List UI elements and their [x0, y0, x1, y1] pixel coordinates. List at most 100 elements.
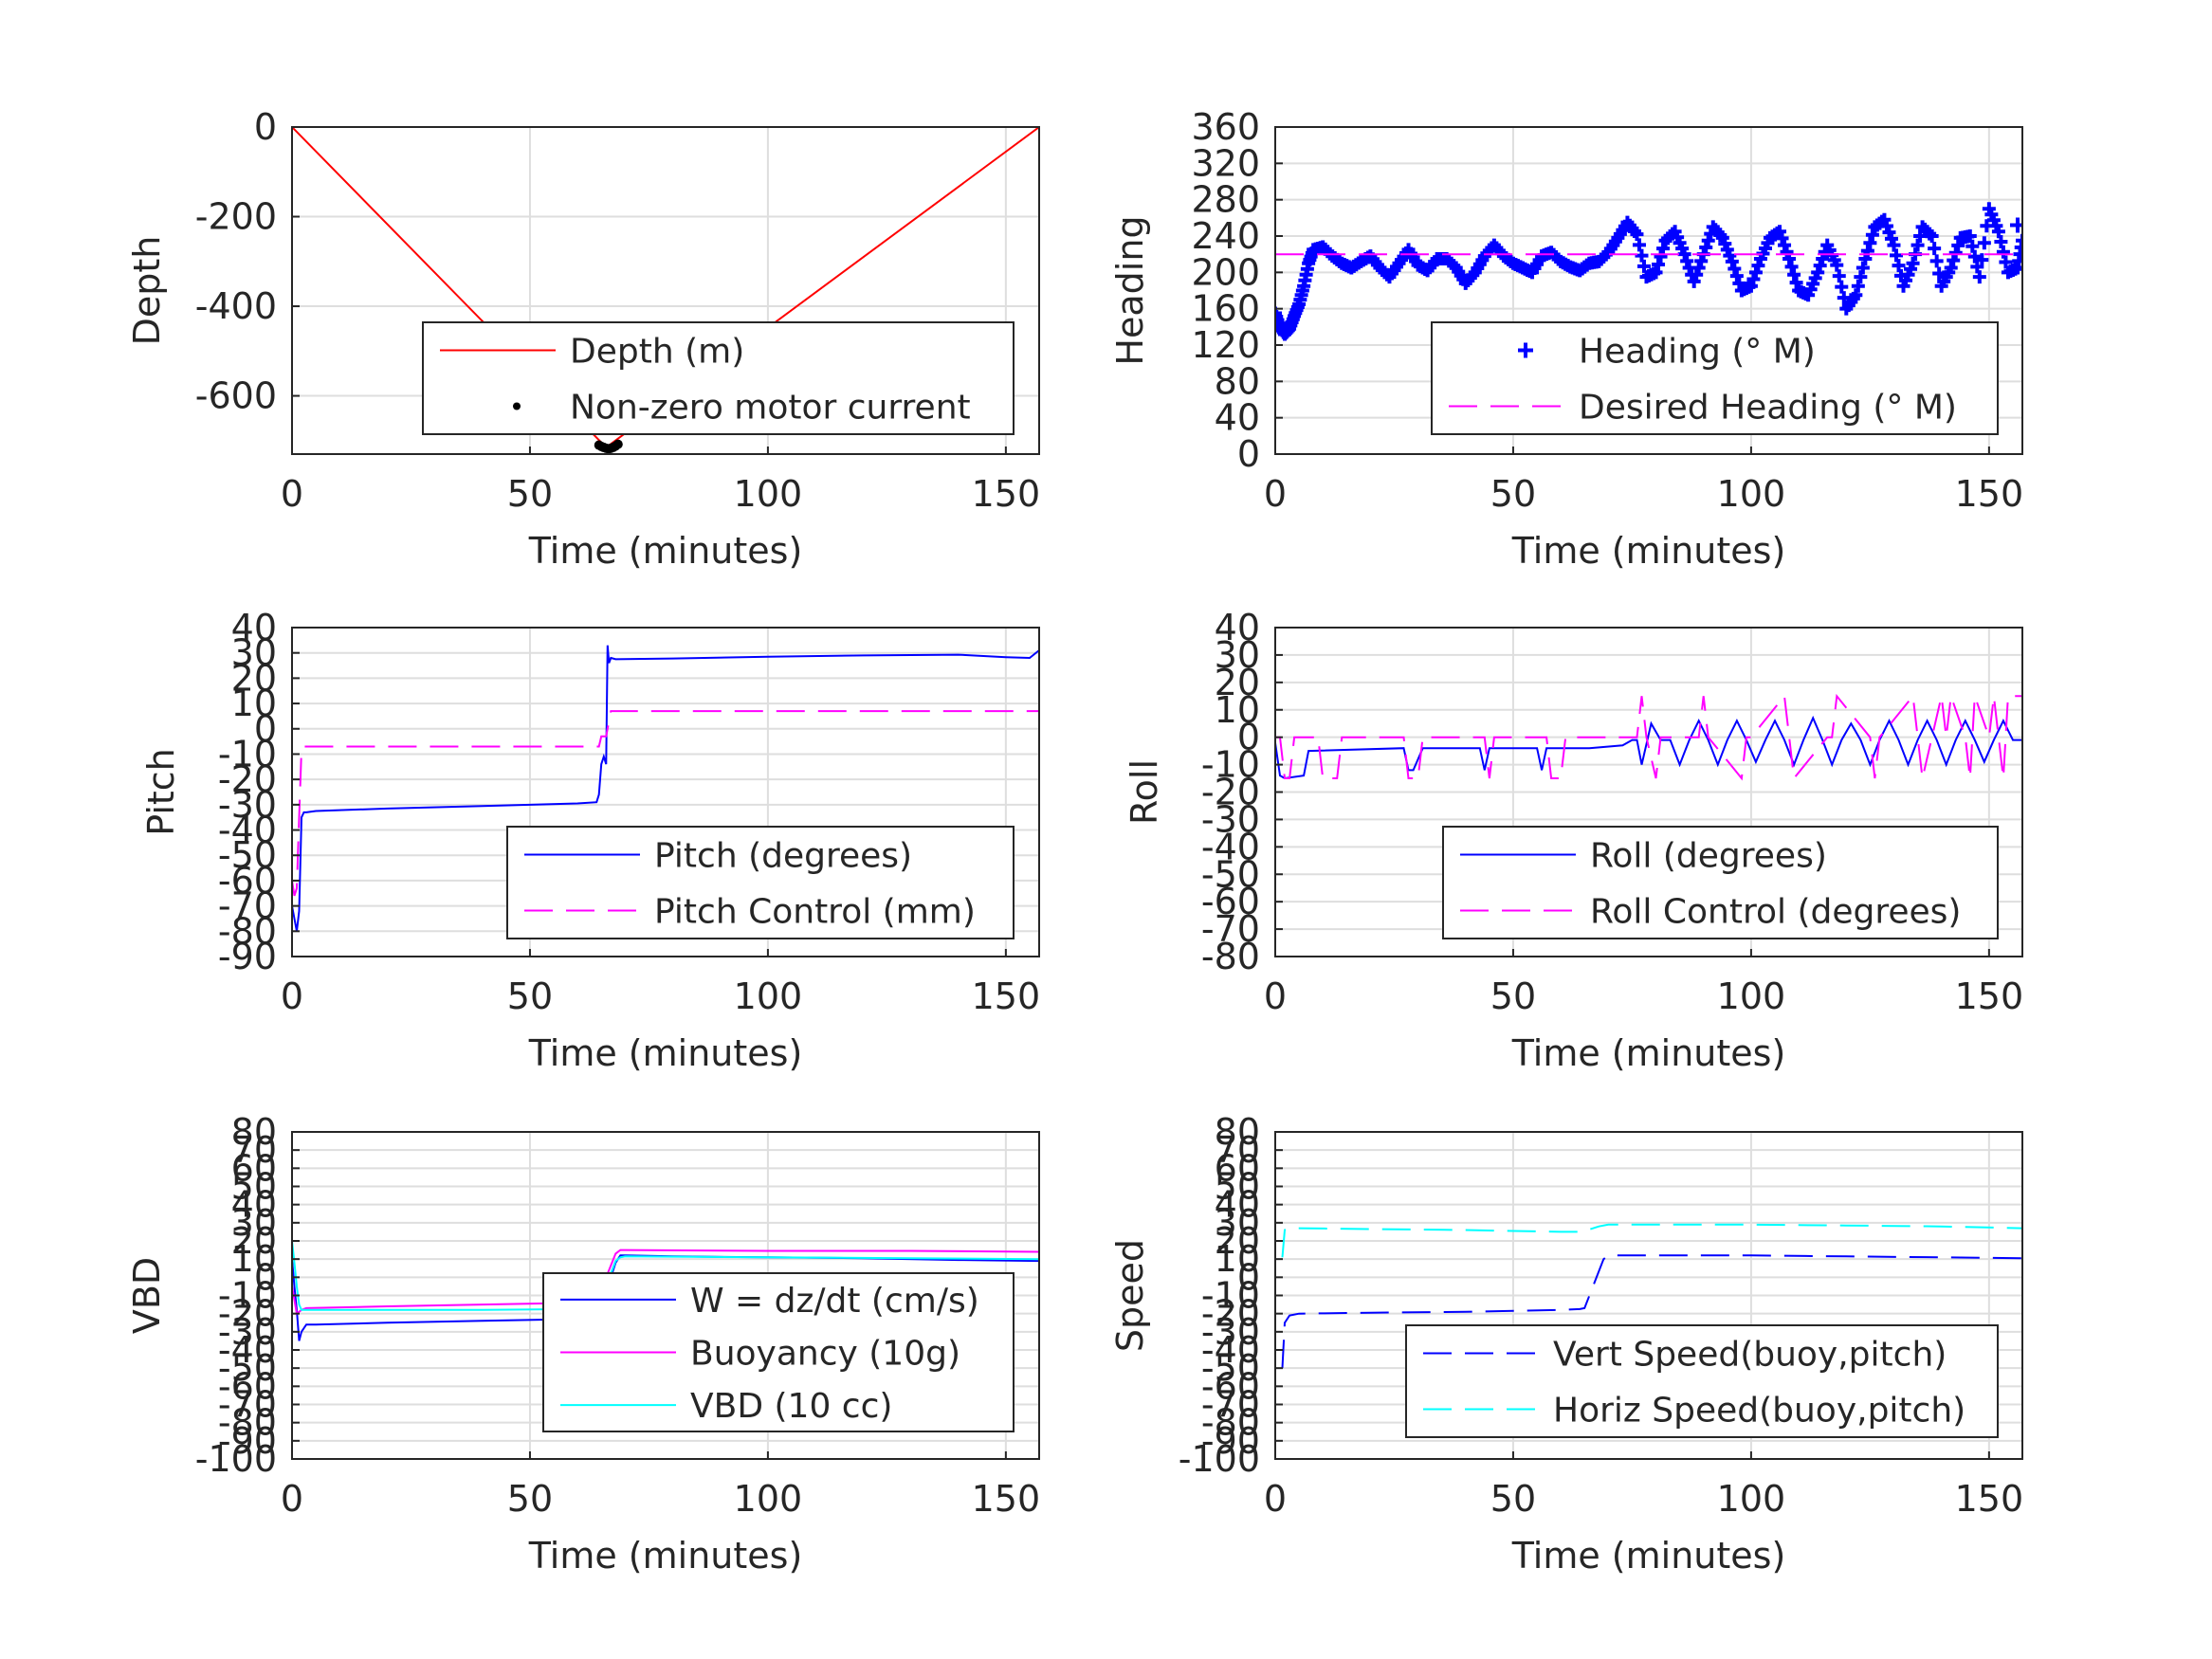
- depth-ytick-label: -200: [195, 196, 277, 238]
- vbd-ytick-label: 20: [231, 1220, 277, 1262]
- vbd-ytick-label: 0: [254, 1256, 277, 1298]
- pitch-ytick-label: -70: [218, 885, 277, 927]
- depth-legend-entry-motor: Non-zero motor current: [570, 389, 971, 428]
- speed-ytick-label: 80: [1215, 1111, 1260, 1153]
- heading-ytick-label: 280: [1191, 179, 1260, 221]
- vbd-ytick-label: -70: [218, 1384, 277, 1426]
- pitch-ytick-label: -10: [218, 733, 277, 775]
- heading-ytick-label: 40: [1215, 397, 1260, 439]
- speed-ytick-label: -40: [1201, 1329, 1260, 1371]
- depth-ylabel: Depth: [126, 236, 168, 346]
- heading-ylabel: Heading: [1109, 215, 1151, 365]
- pitch-series-1-line: [292, 710, 1039, 897]
- heading-ytick-label: 240: [1191, 215, 1260, 257]
- vbd-ytick-label: -60: [218, 1365, 277, 1407]
- heading-ytick-label: 80: [1215, 360, 1260, 402]
- pitch-xlabel: Time (minutes): [528, 1032, 803, 1074]
- speed-ytick-label: -50: [1201, 1347, 1260, 1389]
- depth-ytick-label: -400: [195, 285, 277, 327]
- roll-ytick-label: 30: [1215, 634, 1260, 676]
- speed-xtick-label: 150: [1955, 1478, 2024, 1520]
- depth-legend: Depth (m) Non-zero motor current: [422, 321, 1015, 435]
- speed-legend-entry-horiz: Horiz Speed(buoy,pitch): [1553, 1392, 1965, 1431]
- roll-legend: Roll (degrees) Roll Control (degrees): [1442, 826, 1999, 939]
- roll-ytick-label: -20: [1201, 772, 1260, 813]
- depth-legend-entry-depth: Depth (m): [570, 333, 744, 372]
- pitch-ytick-label: -80: [218, 910, 277, 952]
- heading-series-layer: [1275, 202, 2022, 341]
- heading-xtick-label: 0: [1264, 473, 1287, 515]
- roll-series-0-line: [1275, 715, 2022, 780]
- pitch-legend: Pitch (degrees) Pitch Control (mm): [506, 826, 1015, 939]
- heading-xtick-label: 100: [1717, 473, 1786, 515]
- heading-ytick-label: 120: [1191, 324, 1260, 366]
- speed-ytick-label: -80: [1201, 1402, 1260, 1444]
- speed-ytick-label: -30: [1201, 1311, 1260, 1353]
- roll-legend-box: [1442, 826, 1999, 939]
- heading-xlabel: Time (minutes): [1511, 530, 1786, 572]
- vbd-ytick-label: -100: [195, 1438, 277, 1480]
- pitch-ytick-label: -40: [218, 810, 277, 851]
- pitch-xtick-label: 100: [734, 975, 803, 1017]
- heading-ytick-label: 360: [1191, 106, 1260, 148]
- heading-ytick-label: 0: [1237, 433, 1260, 475]
- vbd-xtick-label: 0: [281, 1478, 303, 1520]
- roll-legend-entry-roll: Roll (degrees): [1590, 837, 1827, 876]
- heading-xtick-label: 150: [1955, 473, 2024, 515]
- heading-legend-entry-desired: Desired Heading (° M): [1579, 389, 1957, 428]
- pitch-axes-frame: [291, 627, 1040, 957]
- vbd-ytick-label: -40: [218, 1329, 277, 1371]
- vbd-xtick-label: 50: [507, 1478, 553, 1520]
- roll-ytick-label: 40: [1215, 607, 1260, 648]
- roll-ytick-label: -80: [1201, 936, 1260, 977]
- speed-legend: Vert Speed(buoy,pitch) Horiz Speed(buoy,p…: [1405, 1324, 1999, 1438]
- vbd-ytick-label: -10: [218, 1275, 277, 1317]
- heading-xtick-label: 50: [1490, 473, 1536, 515]
- roll-ticks: 0 50 100 150-80-70-60-50-40-30-20-100102030…: [1201, 607, 2023, 1017]
- depth-legend-box: [422, 321, 1015, 435]
- vbd-legend-entry-w: W = dz/dt (cm/s): [690, 1282, 979, 1321]
- pitch-ytick-label: 0: [254, 708, 277, 750]
- pitch-ylabel: Pitch: [140, 748, 182, 836]
- roll-series-layer: [1275, 693, 2022, 781]
- roll-ytick-label: -60: [1201, 881, 1260, 922]
- depth-series-layer: [292, 127, 1039, 454]
- roll-xtick-label: 150: [1955, 975, 2024, 1017]
- depth-xlabel: Time (minutes): [528, 530, 803, 572]
- speed-series-0-line: [1281, 1254, 2022, 1369]
- speed-ytick-label: 60: [1215, 1147, 1260, 1189]
- pitch-xtick-label: 0: [281, 975, 303, 1017]
- pitch-series-layer: [292, 645, 1039, 932]
- vbd-series-2-line: [292, 1240, 1039, 1311]
- depth-legend-swatch-1: [513, 402, 521, 410]
- depth-ticks: 0 50 100 150 -600 -400 -200 0: [195, 106, 1040, 515]
- vbd-ytick-label: 50: [231, 1166, 277, 1208]
- roll-xtick-label: 50: [1490, 975, 1536, 1017]
- pitch-ytick-label: -50: [218, 834, 277, 876]
- pitch-ytick-label: 30: [231, 632, 277, 674]
- pitch-series-0-line: [292, 645, 1039, 932]
- vbd-legend-entry-vbd: VBD (10 cc): [690, 1387, 892, 1426]
- speed-ytick-label: 50: [1215, 1166, 1260, 1208]
- roll-xtick-label: 0: [1264, 975, 1287, 1017]
- heading-legend-box: [1431, 321, 1999, 435]
- speed-legend-entry-vert: Vert Speed(buoy,pitch): [1553, 1336, 1947, 1375]
- roll-xlabel: Time (minutes): [1511, 1032, 1786, 1074]
- speed-ytick-label: -10: [1201, 1275, 1260, 1317]
- speed-xtick-label: 100: [1717, 1478, 1786, 1520]
- speed-panel: 0 50 100 150-100-90-80-70-60-50-40-30-20-10…: [1109, 1111, 2023, 1577]
- pitch-ticks: 0 50 100 150-90-80-70-60-50-40-30-20-100102…: [218, 607, 1040, 1017]
- pitch-ytick-label: 10: [231, 683, 277, 724]
- speed-xtick-label: 50: [1490, 1478, 1536, 1520]
- pitch-panel: 0 50 100 150-90-80-70-60-50-40-30-20-100102…: [140, 607, 1040, 1074]
- heading-legend-swatch-0: [1518, 342, 1533, 358]
- speed-ytick-label: 10: [1215, 1238, 1260, 1280]
- roll-ytick-label: 0: [1237, 717, 1260, 758]
- vbd-ytick-label: -80: [218, 1402, 277, 1444]
- speed-ytick-label: -20: [1201, 1293, 1260, 1335]
- vbd-xtick-label: 150: [972, 1478, 1041, 1520]
- speed-xtick-label: 0: [1264, 1478, 1287, 1520]
- roll-ylabel: Roll: [1124, 759, 1165, 825]
